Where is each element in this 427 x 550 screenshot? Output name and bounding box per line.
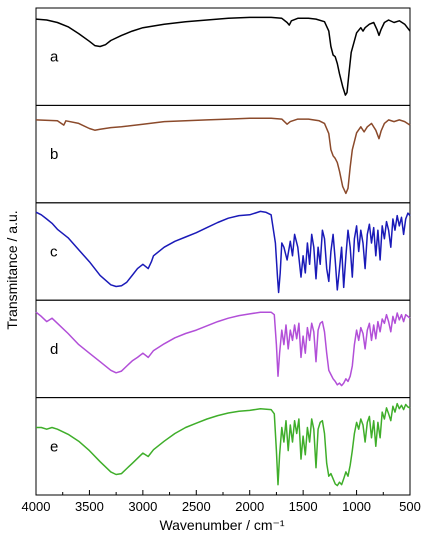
series-line-b xyxy=(35,117,411,195)
series-line-a xyxy=(35,16,411,96)
x-tick-label: 1000 xyxy=(342,499,371,514)
panel-d: d xyxy=(35,299,411,399)
panels-group: a b c d e xyxy=(35,7,411,496)
x-tick-label: 3500 xyxy=(75,499,104,514)
panel-label-c: c xyxy=(50,244,58,261)
x-tick-label: 4000 xyxy=(22,499,51,514)
x-tick-label: 3000 xyxy=(128,499,157,514)
panel-frame xyxy=(35,7,411,106)
series-line-d xyxy=(35,311,411,387)
series-line-c xyxy=(35,210,411,294)
panel-label-b: b xyxy=(50,146,58,163)
x-tick-label: 2500 xyxy=(182,499,211,514)
panel-label-d: d xyxy=(50,341,58,358)
x-tick-label: 1500 xyxy=(289,499,318,514)
panel-a: a xyxy=(35,7,411,106)
panel-b: b xyxy=(35,104,411,204)
panel-e: e xyxy=(35,397,411,496)
panel-label-a: a xyxy=(50,49,59,66)
panel-c: c xyxy=(35,202,411,301)
panel-frame xyxy=(35,397,411,496)
series-line-e xyxy=(36,402,411,487)
x-axis: 4000 3500 3000 2500 2000 1500 1000 500 xyxy=(22,490,421,514)
x-axis-title: Wavenumber / cm⁻¹ xyxy=(159,517,284,533)
panel-label-e: e xyxy=(50,438,58,455)
x-tick-label: 2000 xyxy=(235,499,264,514)
x-tick-label: 500 xyxy=(399,499,421,514)
y-axis-title: Transmitance / a.u. xyxy=(4,210,20,329)
